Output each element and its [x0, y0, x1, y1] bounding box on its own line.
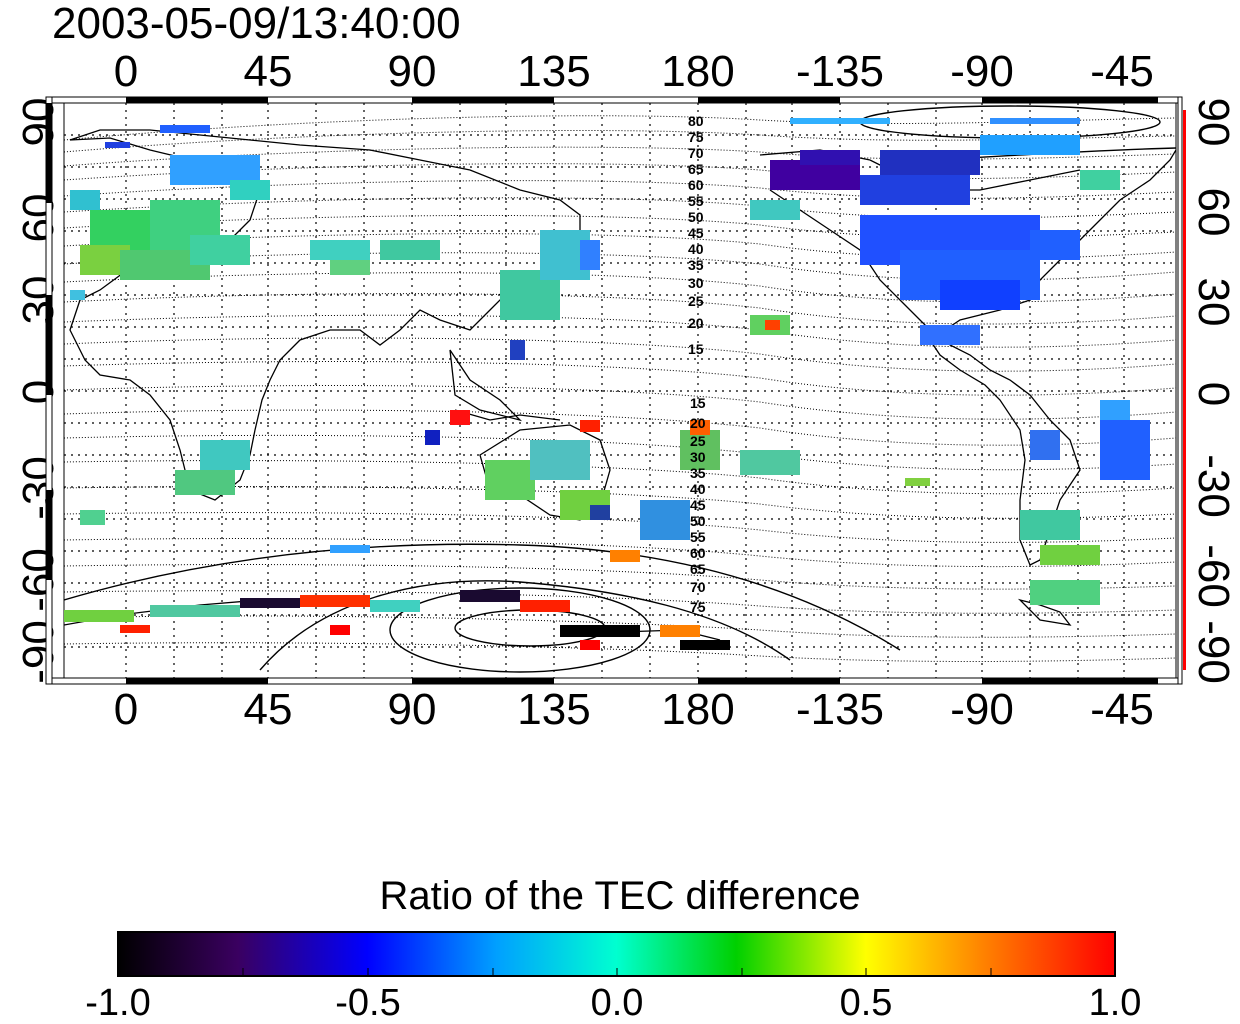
top-lon-tick: 180 — [661, 47, 735, 96]
svg-text:70: 70 — [690, 579, 706, 595]
contour-labels-south: 15 20 25 30 35 40 45 50 55 60 65 70 75 — [690, 395, 706, 615]
colorbar-tick: 0.0 — [590, 982, 644, 1024]
bottom-lon-tick: -90 — [950, 685, 1014, 734]
top-lon-tick: 90 — [387, 47, 437, 96]
svg-text:60: 60 — [690, 545, 706, 561]
bottom-lon-tick: 90 — [387, 685, 437, 734]
bottom-lon-tick: 135 — [517, 685, 591, 734]
svg-text:45: 45 — [688, 225, 704, 241]
svg-text:15: 15 — [688, 341, 704, 357]
graticule — [64, 103, 1176, 678]
svg-text:20: 20 — [688, 315, 704, 331]
top-lon-tick: -135 — [795, 47, 885, 96]
svg-text:15: 15 — [690, 395, 706, 411]
bottom-lon-tick: 45 — [243, 685, 293, 734]
top-lon-tick: 45 — [243, 47, 293, 96]
timestamp-title: 2003-05-09/13:40:00 — [52, 0, 461, 48]
svg-text:25: 25 — [690, 433, 706, 449]
svg-text:50: 50 — [690, 513, 706, 529]
svg-text:65: 65 — [688, 161, 704, 177]
top-lon-tick: -45 — [1090, 47, 1154, 96]
bottom-lon-tick: -45 — [1090, 685, 1154, 734]
svg-text:20: 20 — [690, 415, 706, 431]
svg-text:25: 25 — [688, 293, 704, 309]
colorbar-tick: -1.0 — [85, 982, 151, 1024]
svg-text:35: 35 — [690, 465, 706, 481]
colorbar-minor-ticks — [242, 968, 992, 976]
tec-data-patches — [64, 118, 1150, 650]
svg-text:70: 70 — [688, 145, 704, 161]
bottom-lon-tick: -135 — [795, 685, 885, 734]
colorbar-tick: 0.5 — [839, 982, 893, 1024]
colorbar-title: Ratio of the TEC difference — [379, 874, 861, 918]
svg-text:75: 75 — [688, 129, 704, 145]
frame-bars — [45, 96, 1186, 685]
svg-text:55: 55 — [690, 529, 706, 545]
svg-text:30: 30 — [690, 449, 706, 465]
bottom-lon-tick: 0 — [113, 685, 139, 734]
svg-text:65: 65 — [690, 561, 706, 577]
svg-text:50: 50 — [688, 209, 704, 225]
colorbar-tick: -0.5 — [335, 982, 401, 1024]
colorbar-tick: 1.0 — [1088, 982, 1142, 1024]
svg-text:55: 55 — [688, 193, 704, 209]
svg-text:75: 75 — [690, 599, 706, 615]
svg-text:30: 30 — [688, 275, 704, 291]
top-lon-tick: 135 — [517, 47, 591, 96]
svg-text:80: 80 — [688, 113, 704, 129]
svg-text:60: 60 — [688, 177, 704, 193]
top-lon-tick: 0 — [113, 47, 139, 96]
svg-text:45: 45 — [690, 497, 706, 513]
bottom-lon-tick: 180 — [661, 685, 735, 734]
contour-labels-north: 80 75 70 65 60 55 50 45 40 35 30 25 20 1… — [688, 113, 704, 357]
top-lon-tick: -90 — [950, 47, 1014, 96]
svg-text:35: 35 — [688, 257, 704, 273]
svg-text:40: 40 — [688, 241, 704, 257]
svg-text:40: 40 — [690, 481, 706, 497]
